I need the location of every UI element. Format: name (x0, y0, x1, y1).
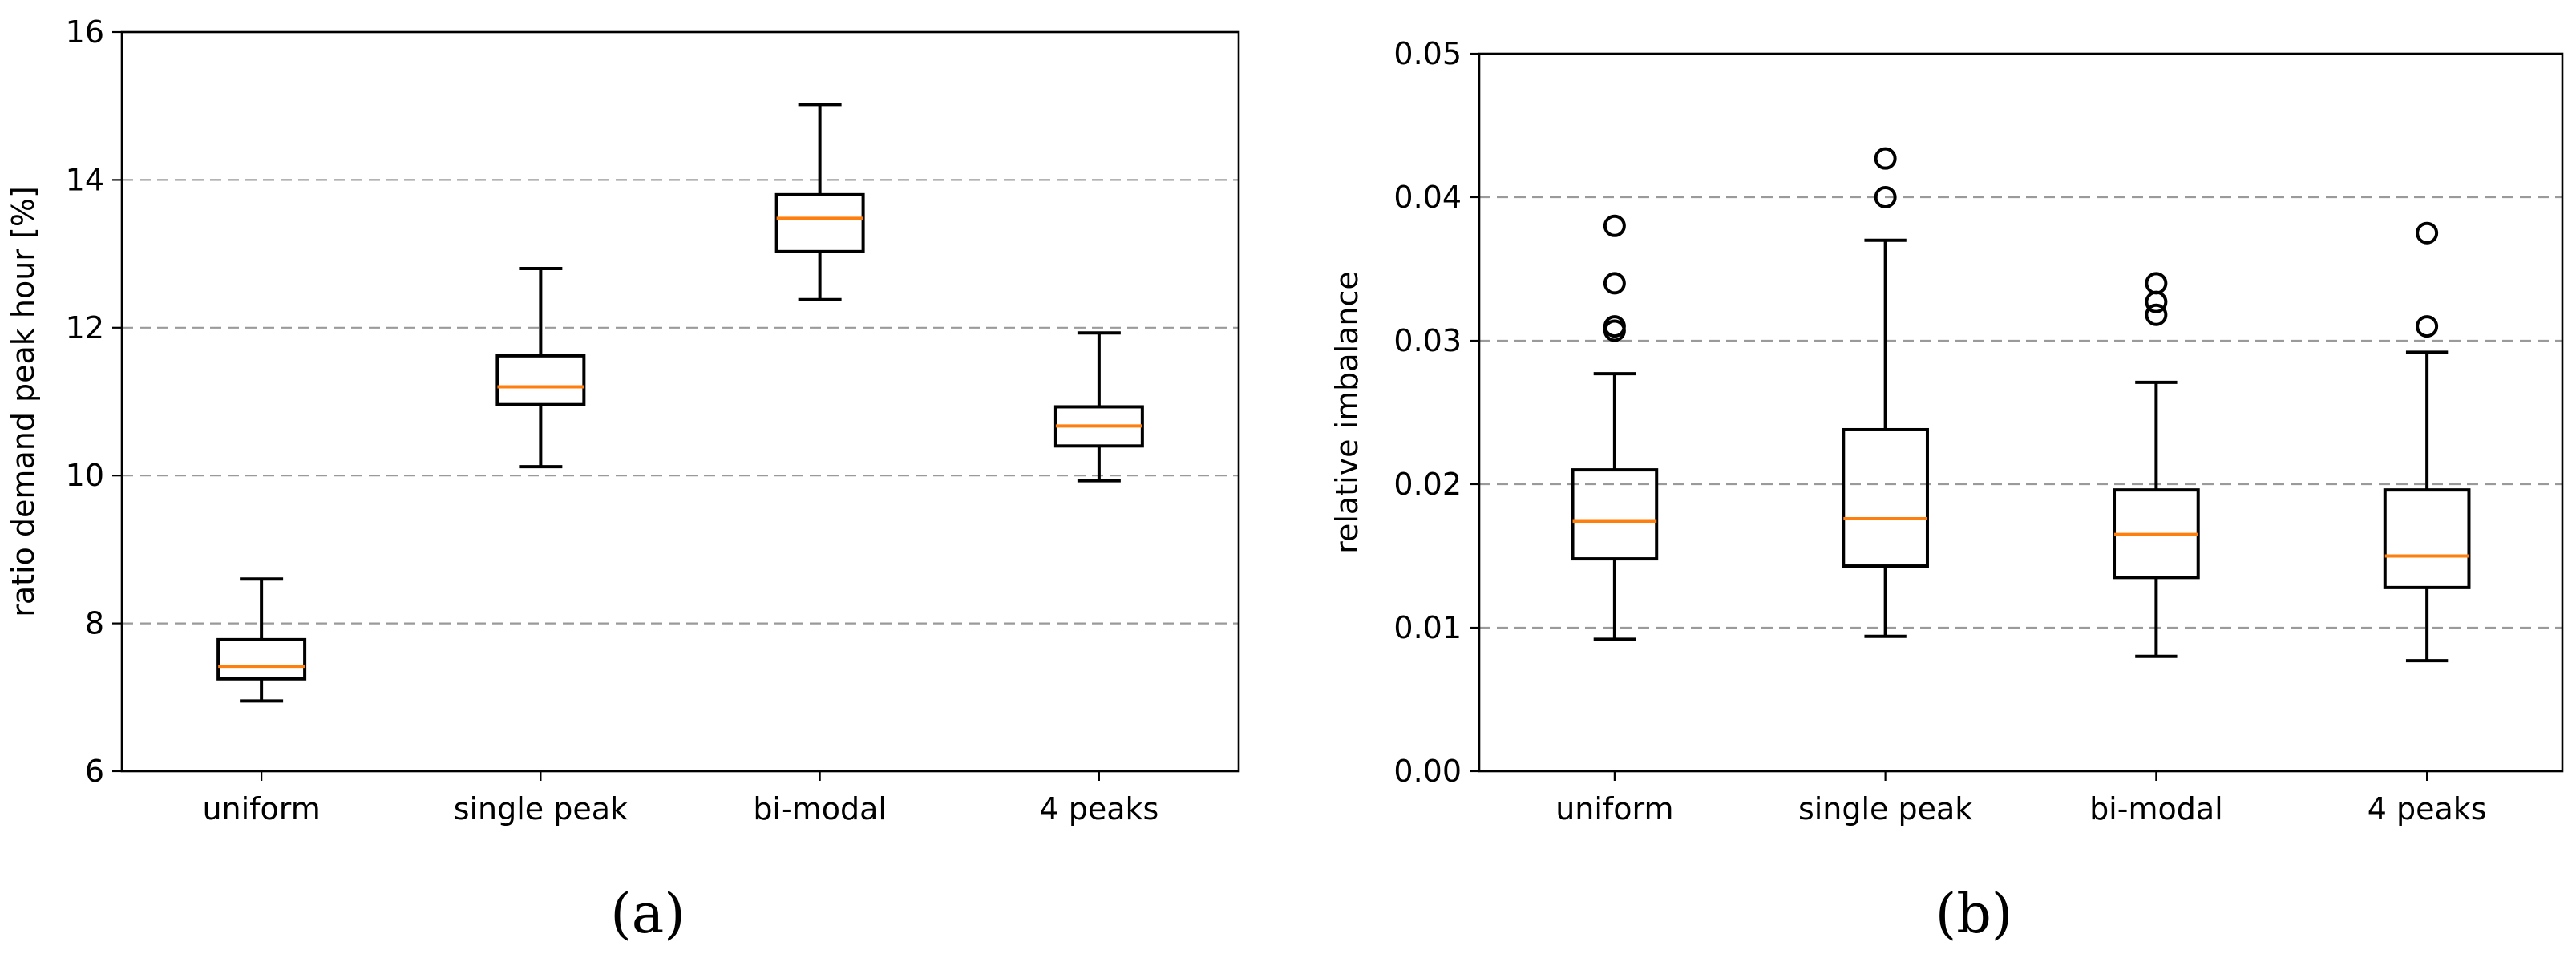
y-tick-label: 0.01 (1393, 610, 1462, 645)
panel-label: (b) (1935, 883, 2013, 946)
box (774, 192, 865, 253)
y-axis-label: ratio demand peak hour [%] (6, 186, 41, 617)
outlier-point (1874, 147, 1897, 170)
x-tick-label: 4 peaks (1039, 791, 1159, 827)
outlier-point (2145, 290, 2168, 313)
plot-frame (1478, 52, 2564, 773)
outlier-point (2416, 221, 2439, 245)
outlier-point (2416, 315, 2439, 338)
y-tick-label: 12 (66, 310, 104, 346)
y-tick-label: 0.04 (1393, 180, 1462, 215)
box (1571, 468, 1659, 561)
panel-label: (a) (610, 883, 685, 946)
y-tick-label: 0.05 (1393, 36, 1462, 71)
box (1842, 427, 1929, 568)
x-tick-label: single peak (1798, 791, 1972, 827)
outlier-point (1874, 186, 1897, 208)
y-tick-label: 10 (66, 458, 104, 493)
plot-frame (120, 30, 1240, 773)
y-tick-label: 14 (66, 162, 104, 197)
x-tick-label: 4 peaks (2368, 791, 2487, 827)
box (216, 637, 307, 681)
y-axis-label: relative imbalance (1329, 271, 1365, 554)
outlier-point (2145, 272, 2168, 295)
y-tick-label: 0.03 (1393, 323, 1462, 358)
x-tick-label: uniform (202, 791, 320, 827)
y-tick-label: 8 (85, 606, 104, 641)
x-tick-label: bi-modal (753, 791, 887, 827)
y-tick-label: 0.02 (1393, 467, 1462, 502)
outlier-point (1603, 319, 1626, 342)
box (495, 354, 586, 406)
x-tick-label: single peak (454, 791, 628, 827)
chart-panel-b: 0.00 0.01 0.02 0.03 0.04 0.05 relative imbalan… (1329, 36, 2564, 946)
outlier-point (1603, 272, 1626, 295)
y-tick-label: 6 (85, 754, 104, 789)
x-tick-label: uniform (1555, 791, 1673, 827)
outlier-point (2145, 303, 2168, 326)
box (2383, 488, 2471, 589)
x-tick-label: bi-modal (2089, 791, 2223, 827)
outlier-point (1603, 214, 1626, 237)
chart-panel-a: 6 8 10 12 14 16 ratio demand peak hour [%] unif… (6, 14, 1240, 946)
y-tick-label: 0.00 (1393, 754, 1462, 789)
y-tick-label: 16 (66, 14, 104, 50)
